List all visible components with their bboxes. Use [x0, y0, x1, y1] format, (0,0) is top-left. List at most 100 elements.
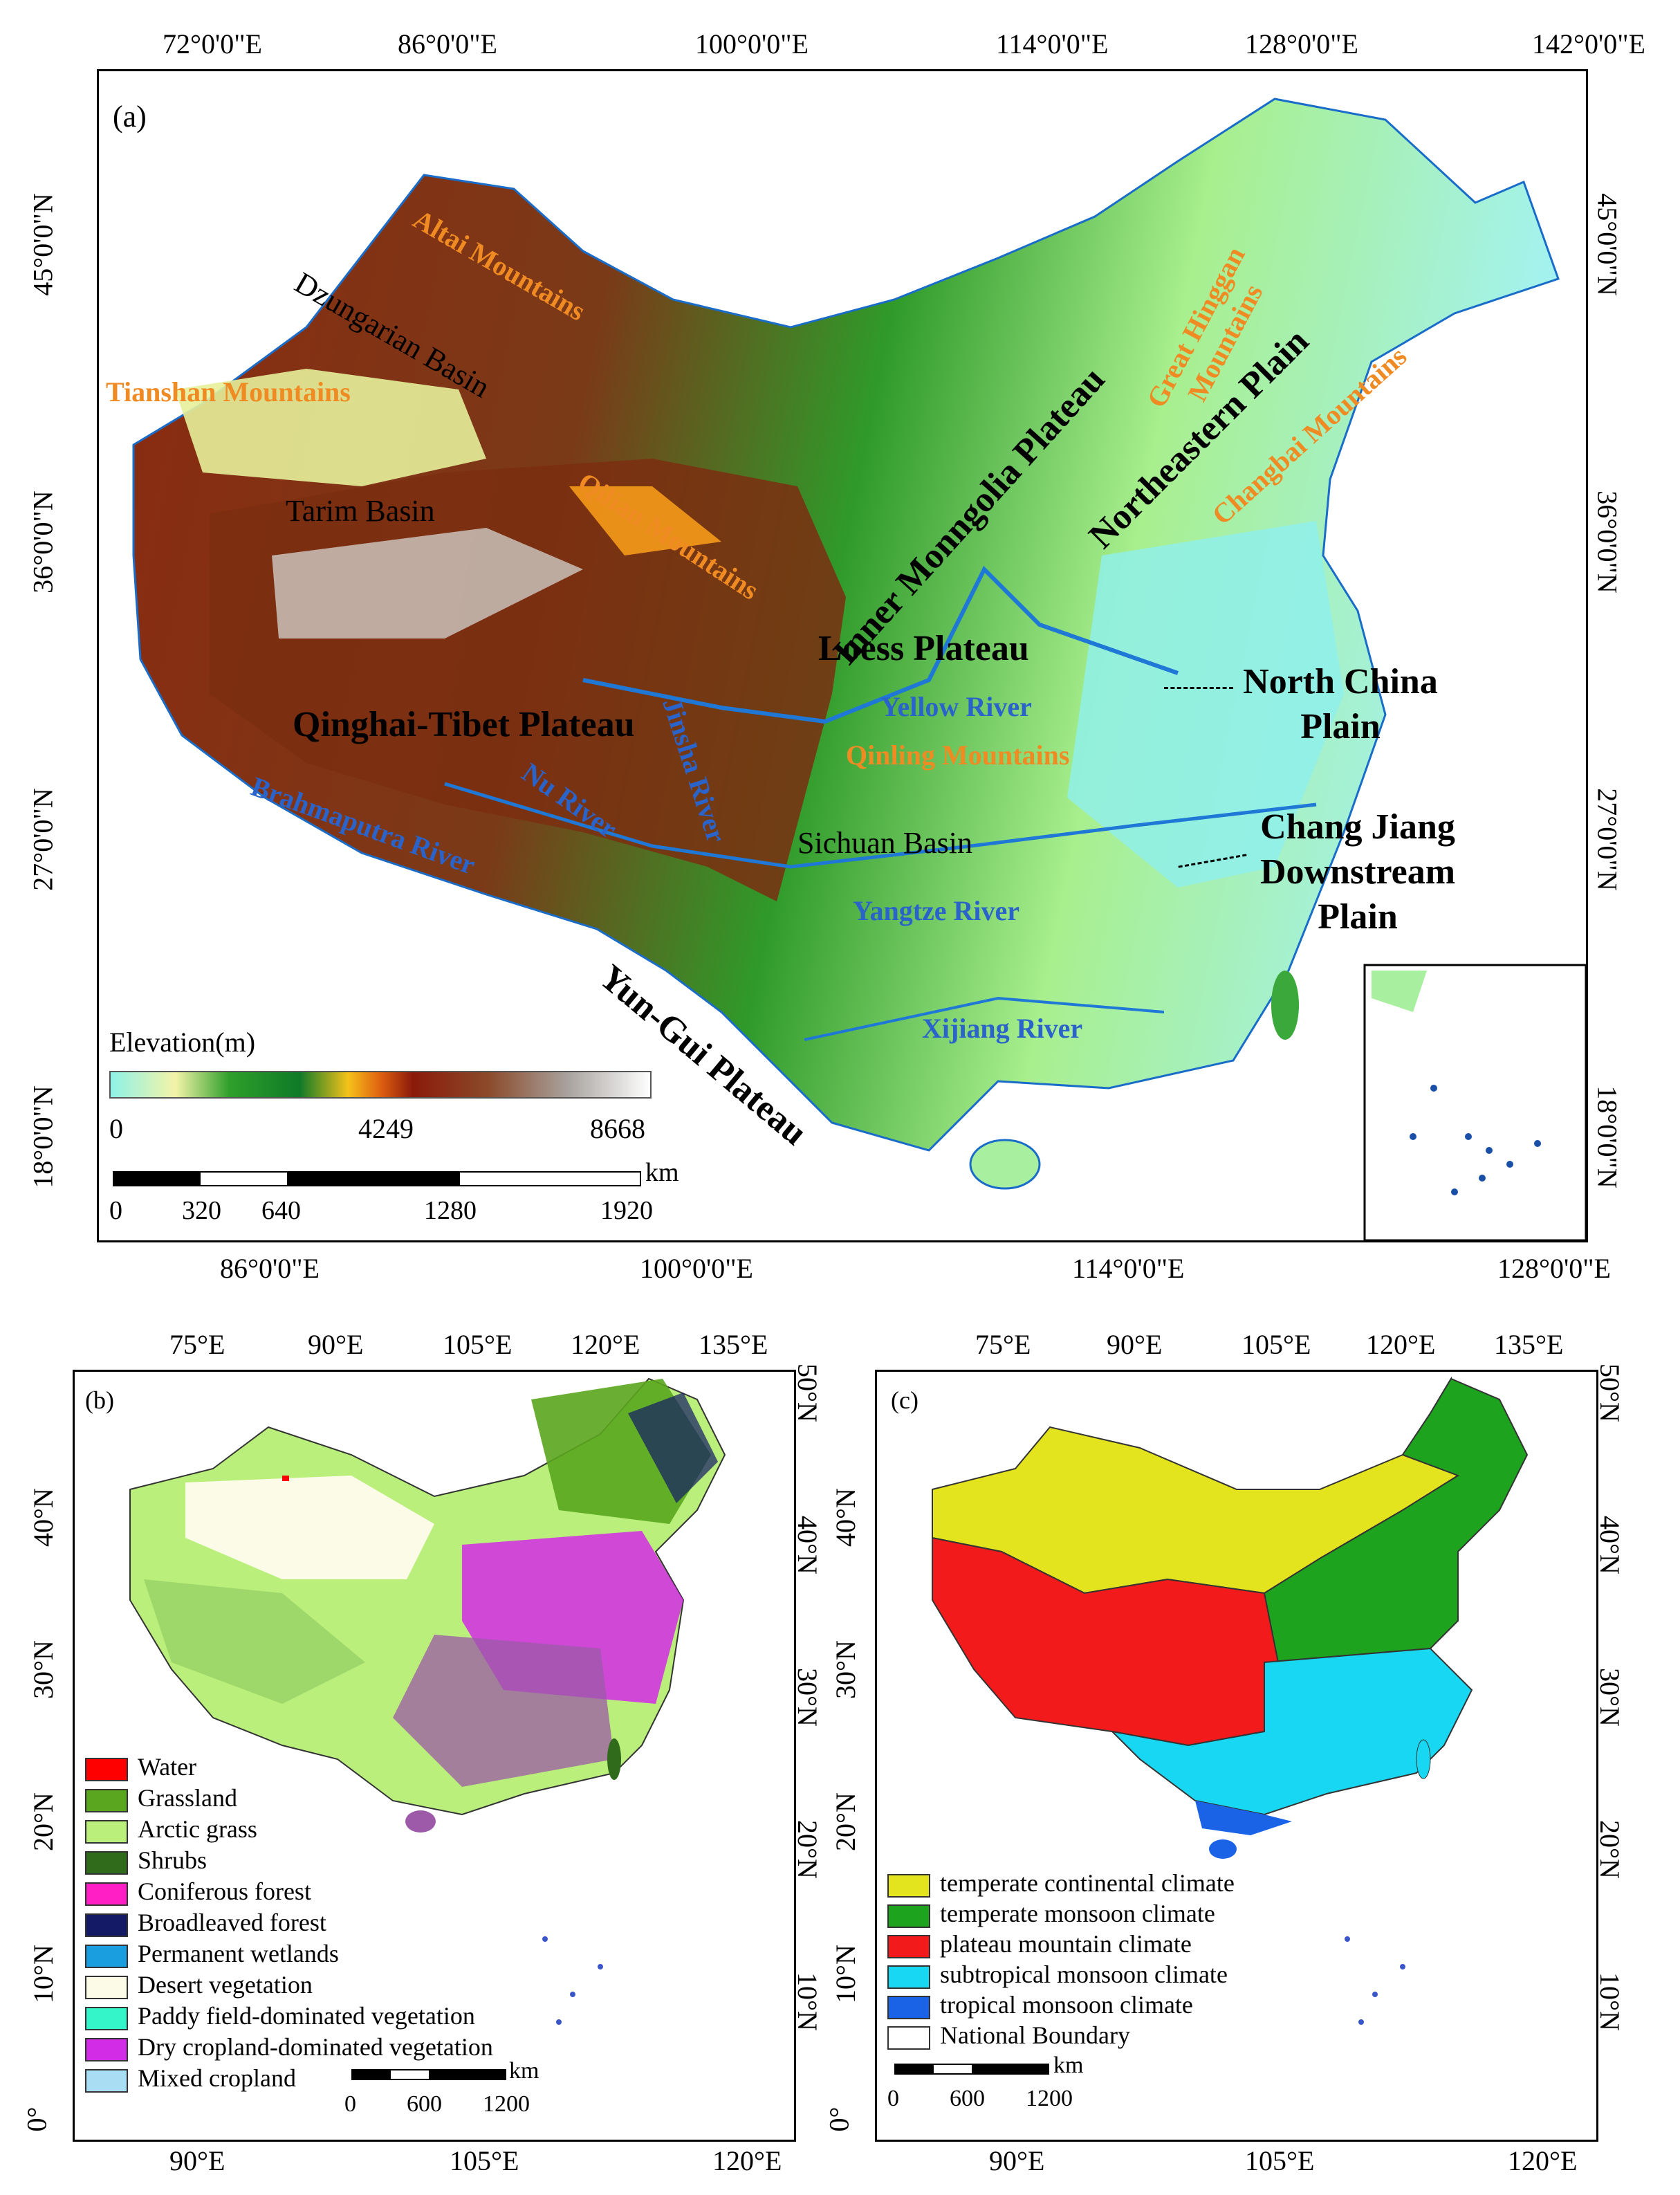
left-tick: 40°N — [829, 1488, 861, 1547]
right-tick: 45°0'0"N — [1591, 193, 1623, 296]
legend-item: temperate continental climate — [887, 1868, 1235, 1898]
top-tick: 120°E — [1366, 1329, 1436, 1360]
left-tick: 40°N — [27, 1488, 59, 1547]
scalebar-a-tick: 0 — [109, 1196, 122, 1225]
land-cover-map — [129, 1377, 726, 2025]
left-tick: 0° — [823, 2106, 855, 2132]
legend-item: Permanent wetlands — [85, 1939, 339, 1968]
legend-item: Shrubs — [85, 1846, 207, 1875]
tarim-basin-label: Tarim Basin — [286, 494, 435, 528]
bottom-tick: 120°E — [712, 2145, 782, 2176]
scalebar-c-unit: km — [1053, 2052, 1084, 2078]
legend-label: tropical monsoon climate — [940, 1991, 1193, 2019]
left-tick: 30°N — [27, 1640, 59, 1699]
legend-swatch — [85, 1913, 128, 1937]
left-tick: 30°N — [829, 1640, 861, 1699]
legend-item: Arctic grass — [85, 1815, 257, 1844]
legend-label: Coniferous forest — [138, 1877, 311, 1905]
tianshan-mountains-label: Tianshan Mountains — [106, 376, 351, 407]
legend-swatch — [85, 2006, 128, 2030]
panel-c-label: (c) — [891, 1386, 919, 1414]
legend-item: subtropical monsoon climate — [887, 1960, 1228, 1989]
legend-swatch — [85, 1819, 128, 1844]
right-tick: 36°0'0"N — [1591, 490, 1623, 594]
chang-jiang-downstream-plain-label: Chang Jiang Downstream Plain — [1259, 807, 1456, 937]
legend-swatch — [887, 1904, 930, 1928]
elevation-mid: 4249 — [358, 1113, 414, 1144]
legend-swatch — [887, 2026, 930, 2050]
loess-plateau-label: Loess Plateau — [818, 629, 1029, 668]
top-tick: 75°E — [975, 1329, 1031, 1360]
legend-item: temperate monsoon climate — [887, 1899, 1215, 1928]
top-tick: 72°0'0"E — [163, 28, 262, 59]
legend-item: Mixed cropland — [85, 2064, 296, 2093]
bottom-tick: 105°E — [450, 2145, 519, 2176]
legend-swatch — [85, 2037, 128, 2061]
top-tick: 90°E — [1107, 1329, 1163, 1360]
legend-label: Dry cropland-dominated vegetation — [138, 2033, 493, 2061]
left-tick: 18°0'0"N — [27, 1085, 59, 1188]
top-tick: 135°E — [699, 1329, 768, 1360]
legend-item: Desert vegetation — [85, 1970, 313, 1999]
xijiang-river-label: Xijiang River — [922, 1013, 1083, 1044]
legend-label: temperate continental climate — [940, 1869, 1235, 1897]
legend-item: National Boundary — [887, 2021, 1130, 2050]
scalebar-a-unit: km — [645, 1158, 679, 1187]
legend-swatch — [85, 1944, 128, 1968]
left-tick: 0° — [21, 2106, 53, 2132]
legend-swatch — [85, 1757, 128, 1781]
north-china-plain-label: North China Plain — [1243, 662, 1438, 746]
top-tick: 128°0'0"E — [1245, 28, 1358, 59]
legend-swatch — [887, 1934, 930, 1958]
left-tick: 45°0'0"N — [27, 193, 59, 296]
yellow-river-label: Yellow River — [880, 691, 1032, 722]
qinghai-tibet-plateau-label: Qinghai-Tibet Plateau — [293, 705, 635, 744]
left-tick: 36°0'0"N — [27, 490, 59, 594]
north-china-arrow — [1164, 687, 1233, 689]
legend-item: tropical monsoon climate — [887, 1990, 1193, 2019]
legend-label: Arctic grass — [138, 1815, 257, 1843]
bottom-tick: 100°0'0"E — [640, 1253, 753, 1284]
right-tick: 18°0'0"N — [1591, 1085, 1623, 1188]
top-tick: 75°E — [169, 1329, 225, 1360]
scalebar-b-unit: km — [509, 2058, 539, 2084]
scalebar-b-tick: 0 — [344, 2091, 356, 2117]
bottom-tick: 90°E — [989, 2145, 1045, 2176]
scalebar-b — [351, 2069, 506, 2080]
top-tick: 142°0'0"E — [1532, 28, 1645, 59]
scalebar-b-tick: 600 — [407, 2091, 442, 2117]
legend-label: Shrubs — [138, 1846, 207, 1874]
legend-swatch — [85, 1882, 128, 1906]
legend-swatch — [887, 1995, 930, 2019]
top-tick: 120°E — [571, 1329, 640, 1360]
bottom-tick: 105°E — [1245, 2145, 1315, 2176]
scalebar-a-tick: 1280 — [424, 1196, 477, 1225]
legend-swatch — [85, 1975, 128, 1999]
bottom-tick: 120°E — [1508, 2145, 1578, 2176]
top-tick: 90°E — [308, 1329, 364, 1360]
left-tick: 20°N — [829, 1792, 861, 1851]
scalebar-c-tick: 1200 — [1026, 2086, 1073, 2111]
map-frame-b: (b) Water Grassland Arctic grass Shrubs Coni… — [73, 1370, 796, 2142]
legend-label: Water — [138, 1753, 197, 1781]
legend-item: plateau mountain climate — [887, 1929, 1192, 1958]
bottom-tick: 90°E — [169, 2145, 225, 2176]
top-tick: 86°0'0"E — [398, 28, 497, 59]
legend-item: Paddy field-dominated vegetation — [85, 2001, 475, 2030]
legend-swatch — [85, 1850, 128, 1875]
qinling-mountains-label: Qinling Mountains — [846, 740, 1070, 771]
scalebar-a-tick: 1920 — [600, 1196, 653, 1225]
elevation-map — [132, 98, 1586, 1240]
china-landmass — [132, 98, 1560, 1152]
panel-b-label: (b) — [85, 1386, 114, 1414]
legend-label: Paddy field-dominated vegetation — [138, 2002, 475, 2030]
top-tick: 135°E — [1494, 1329, 1564, 1360]
legend-label: Grassland — [138, 1784, 237, 1812]
elevation-colorbar — [109, 1071, 652, 1099]
legend-label: subtropical monsoon climate — [940, 1960, 1228, 1988]
top-tick: 105°E — [443, 1329, 513, 1360]
legend-swatch — [887, 1965, 930, 1989]
left-tick: 27°0'0"N — [27, 788, 59, 891]
scalebar-b-tick: 1200 — [483, 2091, 530, 2117]
elevation-title: Elevation(m) — [109, 1027, 256, 1058]
